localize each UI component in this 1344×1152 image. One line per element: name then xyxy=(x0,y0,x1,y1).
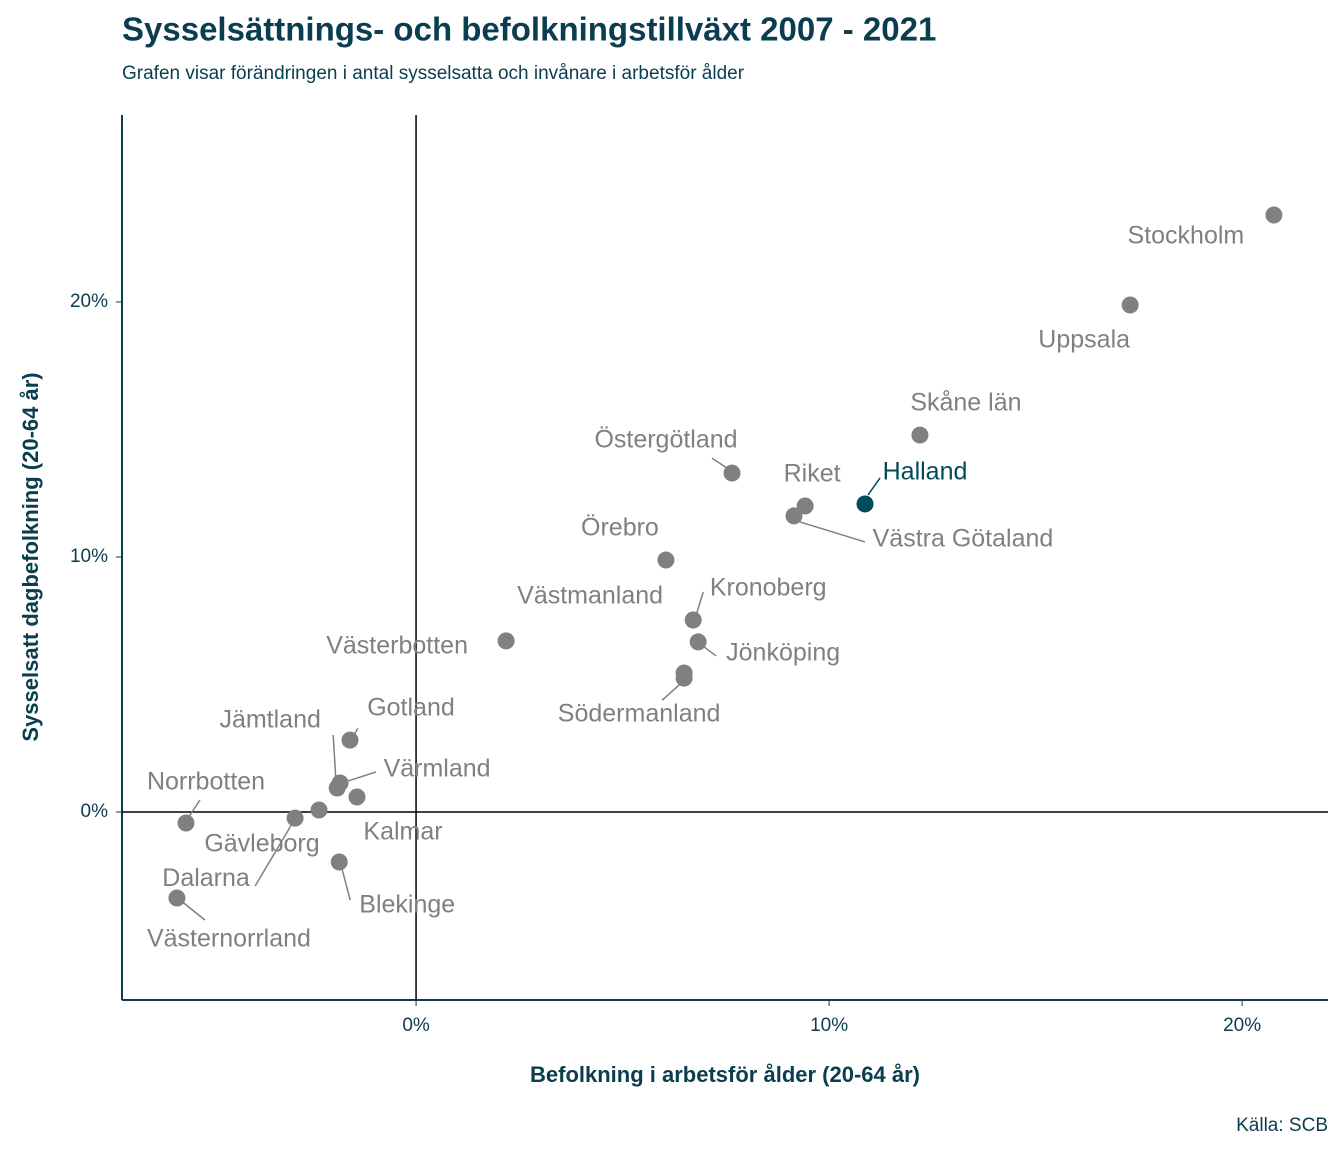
y-tick-label: 20% xyxy=(70,291,108,312)
point xyxy=(341,731,359,749)
y-axis-title: Sysselsatt dagbefolkning (20-64 år) xyxy=(18,372,43,741)
x-axis-title: Befolkning i arbetsför ålder (20-64 år) xyxy=(530,1062,920,1087)
point xyxy=(684,611,702,629)
point xyxy=(911,426,929,444)
point-label: Blekinge xyxy=(359,891,455,919)
leader-line xyxy=(867,477,881,496)
leader-line xyxy=(695,591,704,616)
point xyxy=(348,788,366,806)
point-label: Örebro xyxy=(581,514,659,542)
point xyxy=(689,633,707,651)
point-label: Kalmar xyxy=(363,818,442,846)
point-label: Jämtland xyxy=(219,706,320,734)
point-label: Östergötland xyxy=(594,426,737,454)
point xyxy=(497,632,515,650)
chart-title: Sysselsättnings- och befolkningstillväxt… xyxy=(122,11,936,48)
point xyxy=(168,889,186,907)
point-label: Värmland xyxy=(384,755,491,783)
point-label: Riket xyxy=(784,460,841,488)
leader-line xyxy=(799,521,866,543)
point xyxy=(723,464,741,482)
point xyxy=(1265,206,1283,224)
point-label: Stockholm xyxy=(1128,222,1245,250)
x-tick-label: 0% xyxy=(402,1015,430,1036)
point xyxy=(1121,296,1139,314)
point xyxy=(331,774,349,792)
point-label: Västernorrland xyxy=(147,925,311,953)
point-label: Södermanland xyxy=(558,700,721,728)
point-label: Jönköping xyxy=(726,639,840,667)
point-label: Skåne län xyxy=(910,389,1021,417)
point xyxy=(657,551,675,569)
point xyxy=(856,495,874,513)
x-tick-label: 10% xyxy=(810,1015,848,1036)
point xyxy=(177,814,195,832)
point-label: Norrbotten xyxy=(147,768,265,796)
leader-line xyxy=(179,899,206,921)
point-label: Dalarna xyxy=(162,864,250,892)
y-tick-label: 0% xyxy=(81,801,109,822)
point xyxy=(785,507,803,525)
leader-line xyxy=(344,771,377,783)
point-label: Västra Götaland xyxy=(873,525,1054,553)
leader-line xyxy=(661,683,681,701)
point xyxy=(286,809,304,827)
point-label: Gävleborg xyxy=(204,830,319,858)
y-tick-label: 10% xyxy=(70,546,108,567)
point-label: Västerbotten xyxy=(326,632,468,660)
point-label: Halland xyxy=(883,458,968,486)
point-label: Kronoberg xyxy=(710,574,827,602)
point xyxy=(330,853,348,871)
x-tick-label: 20% xyxy=(1223,1015,1261,1036)
point xyxy=(675,669,693,687)
source: Källa: SCB xyxy=(1236,1115,1328,1136)
point xyxy=(796,497,814,515)
chart-subtitle: Grafen visar förändringen i antal syssel… xyxy=(122,63,745,84)
point-label: Västmanland xyxy=(517,582,663,610)
point-label: Gotland xyxy=(367,694,455,722)
leader-line xyxy=(254,821,294,887)
point xyxy=(310,801,328,819)
point-label: Uppsala xyxy=(1038,326,1130,354)
leader-line xyxy=(187,799,201,819)
leader-line xyxy=(340,865,351,901)
